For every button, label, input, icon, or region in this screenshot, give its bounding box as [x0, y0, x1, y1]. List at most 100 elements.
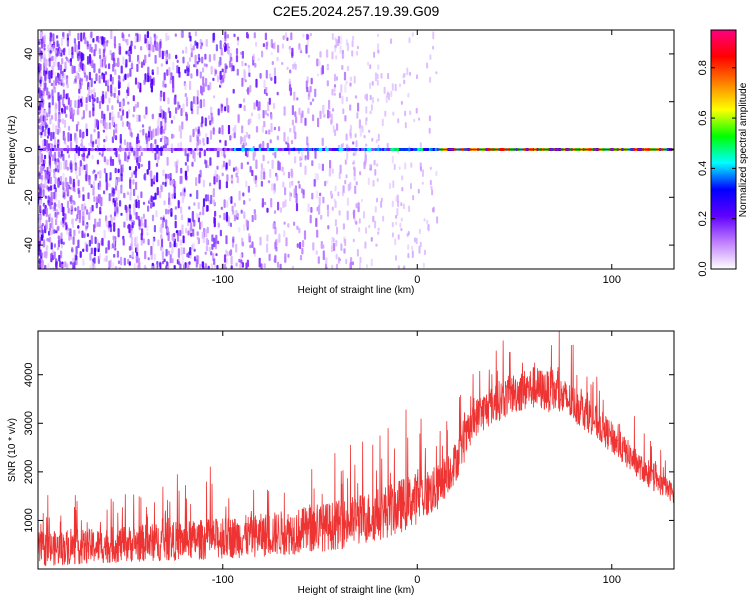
spectrogram-cell — [42, 99, 45, 105]
spectrogram-cell — [296, 97, 299, 101]
spectrogram-cell — [67, 59, 70, 63]
spectrogram-cell — [406, 67, 409, 76]
spectrogram-cell — [258, 113, 261, 120]
spectrogram-cell — [287, 253, 290, 258]
spectrogram-cell — [399, 83, 401, 88]
spectrogram-cell — [390, 38, 392, 44]
spectrogram-cell — [369, 82, 372, 89]
spectrogram-cell — [345, 80, 348, 85]
spectrogram-cell — [83, 233, 86, 238]
spectrogram-cell — [38, 125, 41, 129]
spectrogram-cell — [148, 53, 151, 58]
spectrogram-cell — [44, 195, 47, 199]
spectrogram-cell — [301, 247, 304, 255]
spectrogram-cell — [306, 39, 309, 47]
spectrogram-cell — [202, 67, 205, 73]
spectrogram-cell — [109, 158, 113, 166]
spectrogram-cell — [212, 188, 215, 198]
spectrogram-cell — [77, 99, 80, 109]
spectrogram-cell — [163, 258, 166, 263]
spectrogram-cell — [238, 190, 241, 201]
spectrogram-cell — [298, 227, 301, 234]
spectrogram-cell — [411, 250, 414, 258]
spectrogram-cell — [397, 234, 400, 240]
spectrogram-cell — [105, 247, 108, 254]
spectrogram-cell — [75, 218, 78, 222]
spectrogram-cell — [79, 251, 82, 258]
spectrogram-cell — [167, 35, 170, 41]
spectrogram-cell — [113, 244, 116, 250]
spectrogram-cell — [48, 102, 51, 108]
spectrogram-cell — [67, 97, 70, 105]
spectrogram-cell — [202, 98, 206, 108]
spectrogram-cell — [176, 59, 179, 63]
spectrogram-cell — [184, 93, 187, 98]
spectrogram-cell — [81, 162, 84, 171]
spectrogram-cell — [217, 223, 221, 228]
spectrogram-cell — [43, 83, 46, 92]
spectrogram-cell — [180, 167, 183, 174]
spectrogram-cell — [337, 191, 340, 197]
signal-cell — [244, 148, 249, 151]
spectrogram-cell — [426, 219, 429, 225]
spectrogram-cell — [52, 206, 55, 210]
spectrogram-cell — [401, 175, 404, 181]
spectrogram-cell — [432, 206, 435, 213]
spectrogram-cell — [399, 222, 402, 228]
spectrogram-cell — [67, 154, 71, 159]
spectrogram-cell — [283, 132, 286, 142]
spectrogram-cell — [84, 36, 87, 45]
spectrogram-cell — [193, 256, 197, 262]
spectrogram-cell — [140, 240, 143, 246]
spectrogram-cell — [235, 262, 238, 267]
spectrogram-cell — [419, 241, 422, 248]
spectrogram-cell — [317, 117, 320, 128]
spectrogram-cell — [43, 154, 47, 160]
spectrogram-cell — [184, 161, 187, 166]
spectrogram-cell — [140, 191, 143, 199]
spectrogram-cell — [132, 179, 135, 185]
spectrogram-cell — [78, 209, 82, 220]
spectrogram-cell — [66, 263, 69, 269]
spectrogram-cell — [152, 238, 155, 248]
spectrogram-cell — [78, 218, 81, 223]
spectrogram-cell — [376, 197, 378, 203]
spectrogram-cell — [190, 73, 193, 79]
spectrogram-cell — [426, 62, 429, 69]
spectrogram-cell — [90, 89, 93, 94]
spectrogram-cell — [133, 106, 136, 112]
spectrogram-cell — [272, 103, 276, 109]
spectrogram-cell — [69, 261, 72, 265]
spectrogram-cell — [109, 172, 112, 181]
spectrogram-cell — [233, 214, 236, 222]
spectrogram-cell — [242, 224, 245, 232]
spectrogram-cell — [224, 63, 227, 74]
spectrogram-cell — [350, 257, 353, 265]
spectrogram-cell — [326, 49, 329, 58]
spectrogram-cell — [128, 246, 131, 251]
spectrogram-cell — [245, 131, 248, 138]
spectrogram-cell — [191, 101, 194, 109]
spectrogram-cell — [164, 117, 167, 124]
spectrogram-cell — [376, 178, 379, 182]
spectrogram-cell — [99, 54, 102, 59]
spectrogram-cell — [312, 242, 315, 251]
spectrogram-cell — [136, 101, 139, 108]
spectrogram-cell — [364, 150, 367, 159]
spectrogram-cell — [189, 193, 192, 197]
spectrogram-cell — [85, 174, 88, 182]
spectrogram-cell — [257, 57, 260, 62]
spectrogram-cell — [251, 169, 254, 177]
spectrogram-cell — [160, 121, 163, 129]
spectrogram-cell — [330, 190, 333, 196]
spectrogram-cell — [88, 110, 91, 118]
signal-cell — [117, 148, 123, 151]
spectrogram-cell — [202, 142, 205, 146]
spectrogram-cell — [122, 78, 125, 82]
spectrogram-cell — [194, 127, 197, 132]
spectrogram-cell — [160, 238, 164, 248]
spectrogram-cell — [159, 92, 162, 102]
spectrogram-cell — [57, 119, 60, 128]
spectrogram-cell — [51, 55, 54, 61]
spectrogram-cell — [133, 45, 137, 50]
